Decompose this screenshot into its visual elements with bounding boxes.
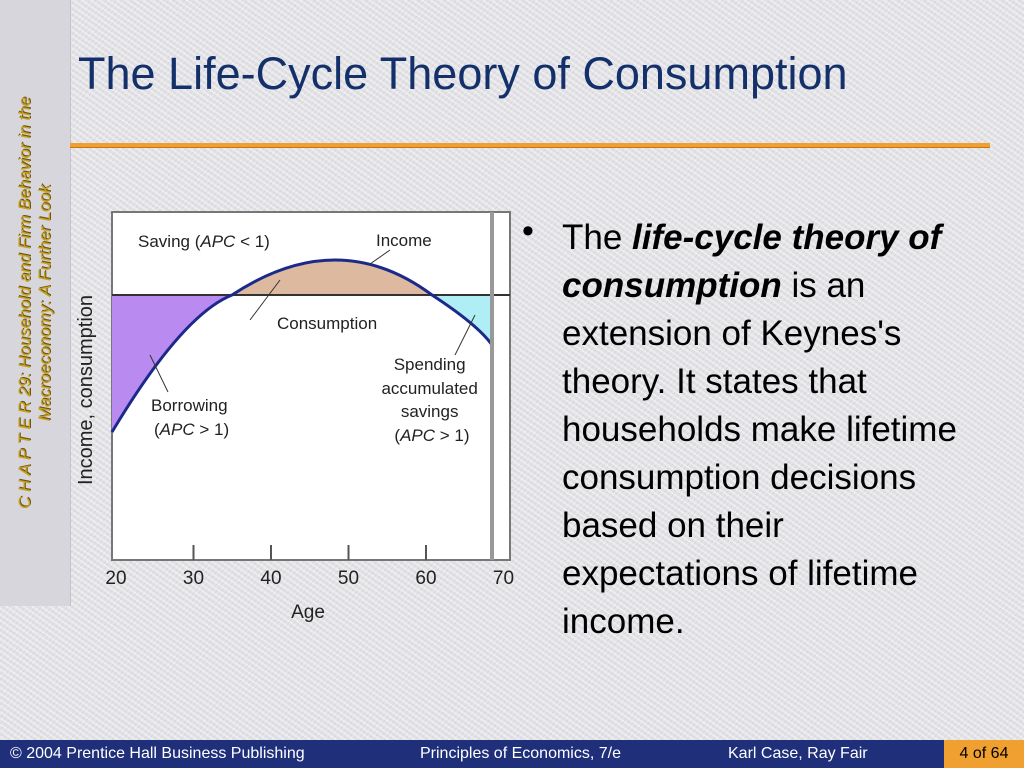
x-tick-label: 50 xyxy=(338,568,359,589)
y-axis-label: Income, consumption xyxy=(75,295,97,485)
footer-publisher: © 2004 Prentice Hall Business Publishing xyxy=(10,745,305,762)
bullet-dot: • xyxy=(522,212,534,250)
borrowing-label: Borrowing (APC > 1) xyxy=(151,396,232,439)
income-label: Income xyxy=(376,231,432,250)
consumption-label: Consumption xyxy=(277,314,377,333)
x-ticks: 20 30 40 50 60 70 xyxy=(105,545,514,589)
footer-bar: © 2004 Prentice Hall Business Publishing… xyxy=(0,740,1024,768)
x-tick-label: 70 xyxy=(493,568,514,589)
life-cycle-chart: Saving (APC < 1) Income Consumption Borr… xyxy=(75,211,514,623)
bullet-text-intro: The xyxy=(562,218,633,257)
bullet-text-rest: is an extension of Keynes's theory. It s… xyxy=(562,266,957,641)
x-tick-label: 20 xyxy=(105,568,126,589)
saving-label: Saving (APC < 1) xyxy=(138,232,270,251)
chapter-side-line-1: C H A P T E R 29: Household and Firm Beh… xyxy=(15,97,34,509)
x-axis-label: Age xyxy=(291,602,325,623)
page-number: 4 of 64 xyxy=(944,740,1024,768)
chapter-side-band: C H A P T E R 29: Household and Firm Beh… xyxy=(0,0,71,606)
spending-area xyxy=(432,295,492,345)
bullet-text: The life-cycle theory of consumption is … xyxy=(562,214,982,646)
x-tick-label: 60 xyxy=(415,568,436,589)
x-tick-label: 30 xyxy=(183,568,204,589)
income-curve xyxy=(110,258,494,433)
footer-book: Principles of Economics, 7/e xyxy=(420,745,621,762)
borrowing-area xyxy=(112,295,232,432)
spending-label: Spending accumulated savings (APC > 1) xyxy=(381,355,482,445)
slide-title: The Life-Cycle Theory of Consumption xyxy=(78,48,848,99)
footer-authors: Karl Case, Ray Fair xyxy=(728,745,868,762)
bullet-term: life-cycle theory of consumption xyxy=(562,218,942,305)
title-underline xyxy=(70,143,990,147)
x-tick-label: 40 xyxy=(260,568,281,589)
chapter-side-line-2: Macroeconomy: A Further Look xyxy=(35,184,54,422)
